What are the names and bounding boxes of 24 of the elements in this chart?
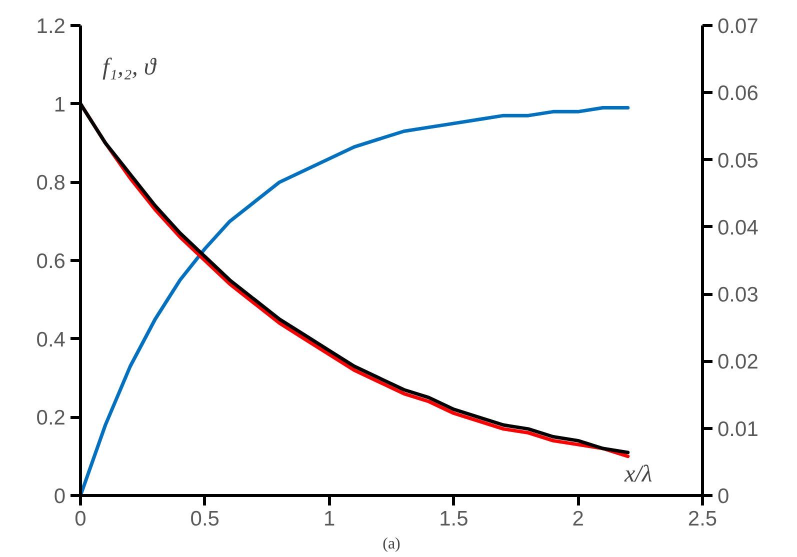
y-tick-label: 0.6 (36, 250, 66, 273)
y-axis-title: f₁,₂, ϑ (102, 54, 157, 80)
x-tick-label: 0 (74, 508, 86, 530)
y-tick-label: 0.4 (36, 328, 66, 352)
x-tick-label: 0.5 (190, 508, 220, 530)
y-tick-label: 0.8 (36, 172, 66, 195)
y2-tick-label: 0.01 (718, 418, 758, 441)
x-axis-title: x/λ (624, 462, 652, 488)
y-tick-label: 1.2 (36, 15, 66, 38)
text: (a) (382, 536, 400, 552)
x-tick-label: 1 (323, 508, 336, 530)
y2-tick-label: 0.07 (718, 15, 758, 38)
x-tick-label: 2.5 (688, 508, 718, 530)
y2-tick-label: 0.03 (718, 284, 758, 307)
y-tick-label: 0.2 (36, 406, 66, 430)
y2-tick-label: 0.02 (718, 350, 758, 374)
y-tick-label: 0 (54, 485, 66, 508)
y2-tick-label: 0.04 (718, 216, 759, 240)
y2-tick-label: 0 (718, 485, 730, 508)
y2-tick-label: 0.05 (718, 149, 758, 172)
y2-tick-label: 0.06 (718, 82, 758, 106)
x-tick-label: 1.5 (439, 508, 468, 530)
y-tick-label: 1 (54, 93, 66, 116)
x-tick-label: 2 (572, 508, 584, 530)
